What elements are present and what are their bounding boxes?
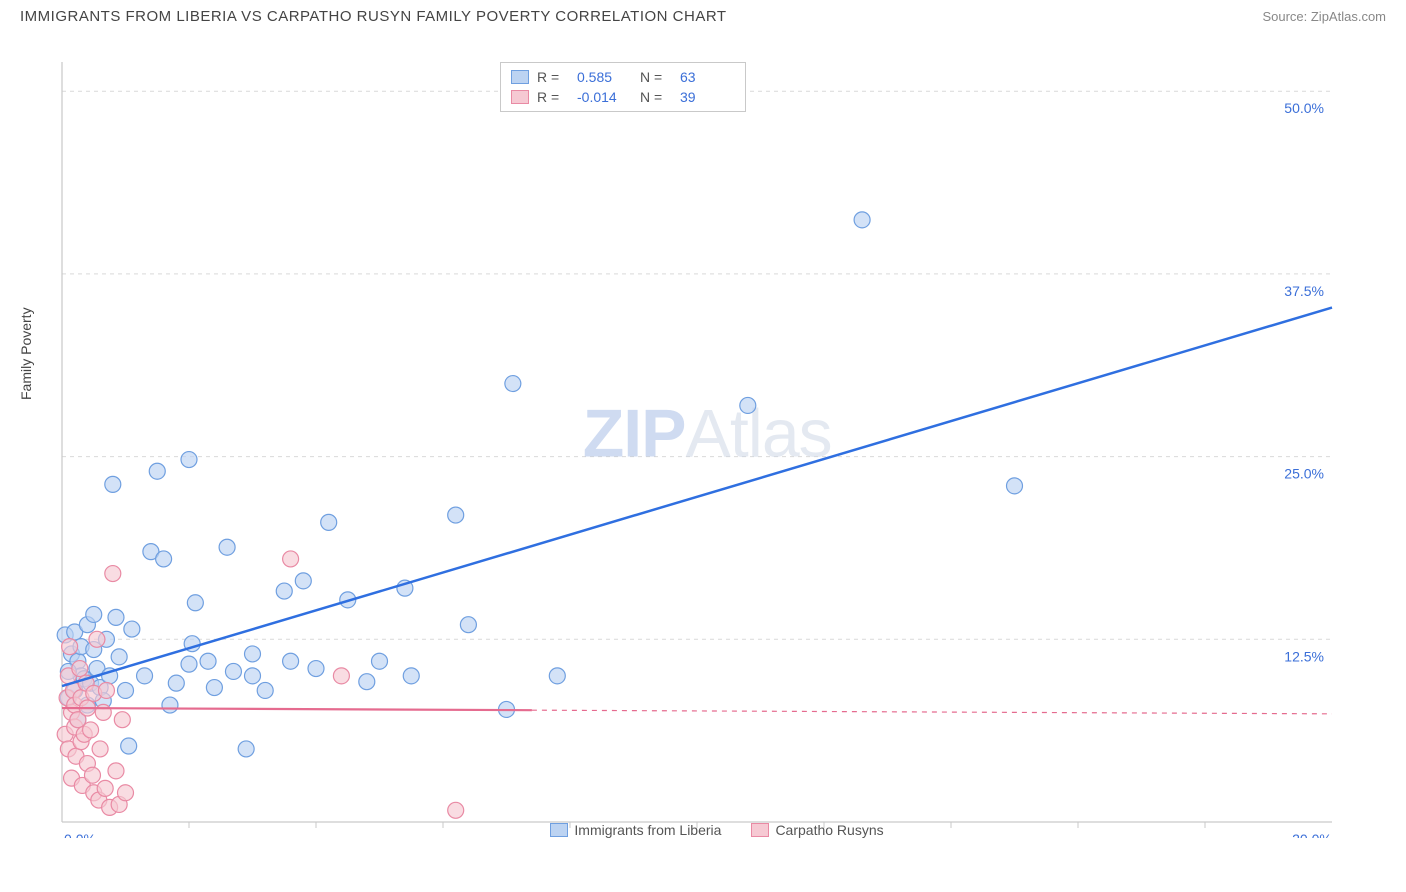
data-point <box>448 802 464 818</box>
legend-swatch <box>511 70 529 84</box>
data-point <box>84 767 100 783</box>
data-point <box>276 583 292 599</box>
data-point <box>854 212 870 228</box>
data-point <box>219 539 235 555</box>
data-point <box>181 656 197 672</box>
trend-line <box>62 708 532 710</box>
correlation-legend: R = 0.585 N = 63 R = -0.014 N = 39 <box>500 62 746 112</box>
series-legend: Immigrants from Liberia Carpatho Rusyns <box>52 822 1382 838</box>
data-point <box>225 663 241 679</box>
data-point <box>105 476 121 492</box>
data-point <box>108 763 124 779</box>
data-point <box>321 514 337 530</box>
data-point <box>86 606 102 622</box>
data-point <box>245 668 261 684</box>
legend-row: R = -0.014 N = 39 <box>511 87 735 107</box>
data-point <box>149 463 165 479</box>
data-point <box>111 649 127 665</box>
legend-row: R = 0.585 N = 63 <box>511 67 735 87</box>
n-label: N = <box>640 69 672 85</box>
r-label: R = <box>537 69 569 85</box>
watermark: ZIPAtlas <box>583 396 832 472</box>
data-point <box>549 668 565 684</box>
data-point <box>121 738 137 754</box>
data-point <box>124 621 140 637</box>
y-tick-label: 37.5% <box>1284 283 1324 299</box>
y-tick-label: 50.0% <box>1284 100 1324 116</box>
y-axis-label: Family Poverty <box>18 307 34 400</box>
data-point <box>168 675 184 691</box>
y-tick-label: 12.5% <box>1284 648 1324 664</box>
data-point <box>245 646 261 662</box>
data-point <box>95 704 111 720</box>
data-point <box>89 631 105 647</box>
data-point <box>98 682 114 698</box>
data-point <box>105 566 121 582</box>
n-value: 39 <box>680 89 735 105</box>
data-point <box>283 653 299 669</box>
trend-line <box>62 308 1332 687</box>
data-point <box>372 653 388 669</box>
data-point <box>97 780 113 796</box>
data-point <box>1007 478 1023 494</box>
data-point <box>118 785 134 801</box>
data-point <box>92 741 108 757</box>
r-value: -0.014 <box>577 89 632 105</box>
data-point <box>62 639 78 655</box>
data-point <box>448 507 464 523</box>
legend-swatch <box>751 823 769 837</box>
data-point <box>505 376 521 392</box>
data-point <box>162 697 178 713</box>
data-point <box>359 674 375 690</box>
data-point <box>108 609 124 625</box>
n-value: 63 <box>680 69 735 85</box>
r-label: R = <box>537 89 569 105</box>
data-point <box>283 551 299 567</box>
source-label: Source: ZipAtlas.com <box>1262 9 1386 24</box>
data-point <box>295 573 311 589</box>
data-point <box>333 668 349 684</box>
n-label: N = <box>640 89 672 105</box>
data-point <box>257 682 273 698</box>
data-point <box>118 682 134 698</box>
r-value: 0.585 <box>577 69 632 85</box>
legend-label: Carpatho Rusyns <box>775 822 883 838</box>
legend-swatch <box>511 90 529 104</box>
data-point <box>740 397 756 413</box>
trend-line-dashed <box>532 710 1332 714</box>
data-point <box>460 617 476 633</box>
data-point <box>206 680 222 696</box>
data-point <box>403 668 419 684</box>
legend-swatch <box>550 823 568 837</box>
chart-area: 12.5%25.0%37.5%50.0%0.0%20.0%ZIPAtlas R … <box>52 38 1382 838</box>
data-point <box>238 741 254 757</box>
data-point <box>156 551 172 567</box>
scatter-chart-svg: 12.5%25.0%37.5%50.0%0.0%20.0%ZIPAtlas <box>52 38 1382 838</box>
y-tick-label: 25.0% <box>1284 466 1324 482</box>
data-point <box>308 661 324 677</box>
data-point <box>83 722 99 738</box>
legend-label: Immigrants from Liberia <box>574 822 721 838</box>
chart-title: IMMIGRANTS FROM LIBERIA VS CARPATHO RUSY… <box>20 8 727 25</box>
data-point <box>187 595 203 611</box>
data-point <box>181 452 197 468</box>
legend-item: Immigrants from Liberia <box>550 822 721 838</box>
data-point <box>137 668 153 684</box>
data-point <box>114 712 130 728</box>
data-point <box>72 661 88 677</box>
legend-item: Carpatho Rusyns <box>751 822 883 838</box>
data-point <box>200 653 216 669</box>
